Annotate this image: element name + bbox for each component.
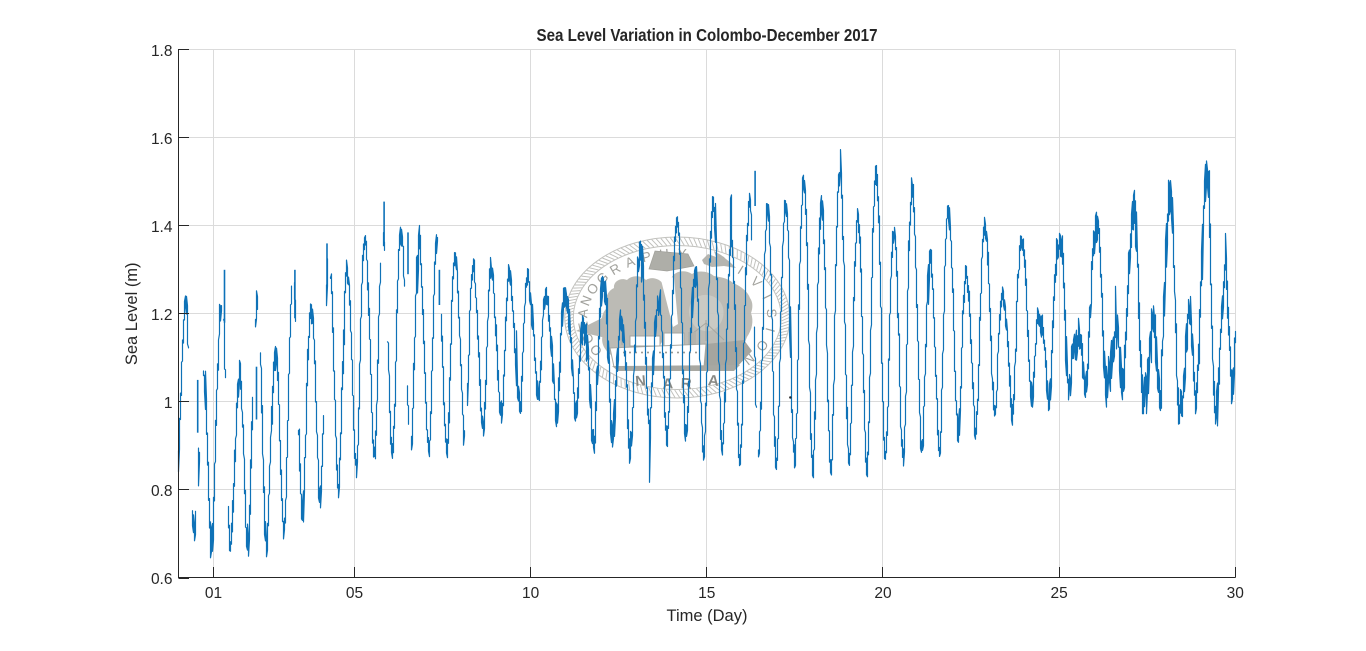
svg-text:25: 25 (1050, 585, 1067, 602)
svg-text:I: I (759, 292, 774, 302)
svg-text:Sea Level Variation in Colombo: Sea Level Variation in Colombo-December … (537, 25, 878, 45)
svg-text:20: 20 (874, 585, 892, 602)
svg-text:N: N (635, 373, 647, 390)
svg-text:05: 05 (346, 585, 363, 602)
svg-text:0.6: 0.6 (151, 571, 173, 588)
svg-text:1.4: 1.4 (151, 219, 173, 236)
svg-text:10: 10 (522, 585, 540, 602)
svg-text:R: R (680, 375, 692, 392)
svg-text:1: 1 (164, 395, 173, 412)
svg-text:A: A (707, 372, 719, 390)
svg-text:I: I (735, 262, 746, 277)
svg-text:Time (Day): Time (Day) (667, 607, 748, 625)
svg-text:1.6: 1.6 (151, 131, 173, 148)
svg-text:1.8: 1.8 (151, 43, 173, 60)
svg-text:A: A (575, 308, 591, 318)
svg-text:30: 30 (1227, 585, 1245, 602)
svg-text:A: A (662, 376, 674, 392)
svg-text:15: 15 (698, 585, 715, 602)
svg-text:1.2: 1.2 (151, 307, 173, 324)
svg-text:0.8: 0.8 (151, 483, 173, 500)
svg-text:01: 01 (205, 585, 222, 602)
svg-text:I: I (762, 326, 777, 334)
svg-text:Sea Level (m): Sea Level (m) (123, 262, 141, 365)
